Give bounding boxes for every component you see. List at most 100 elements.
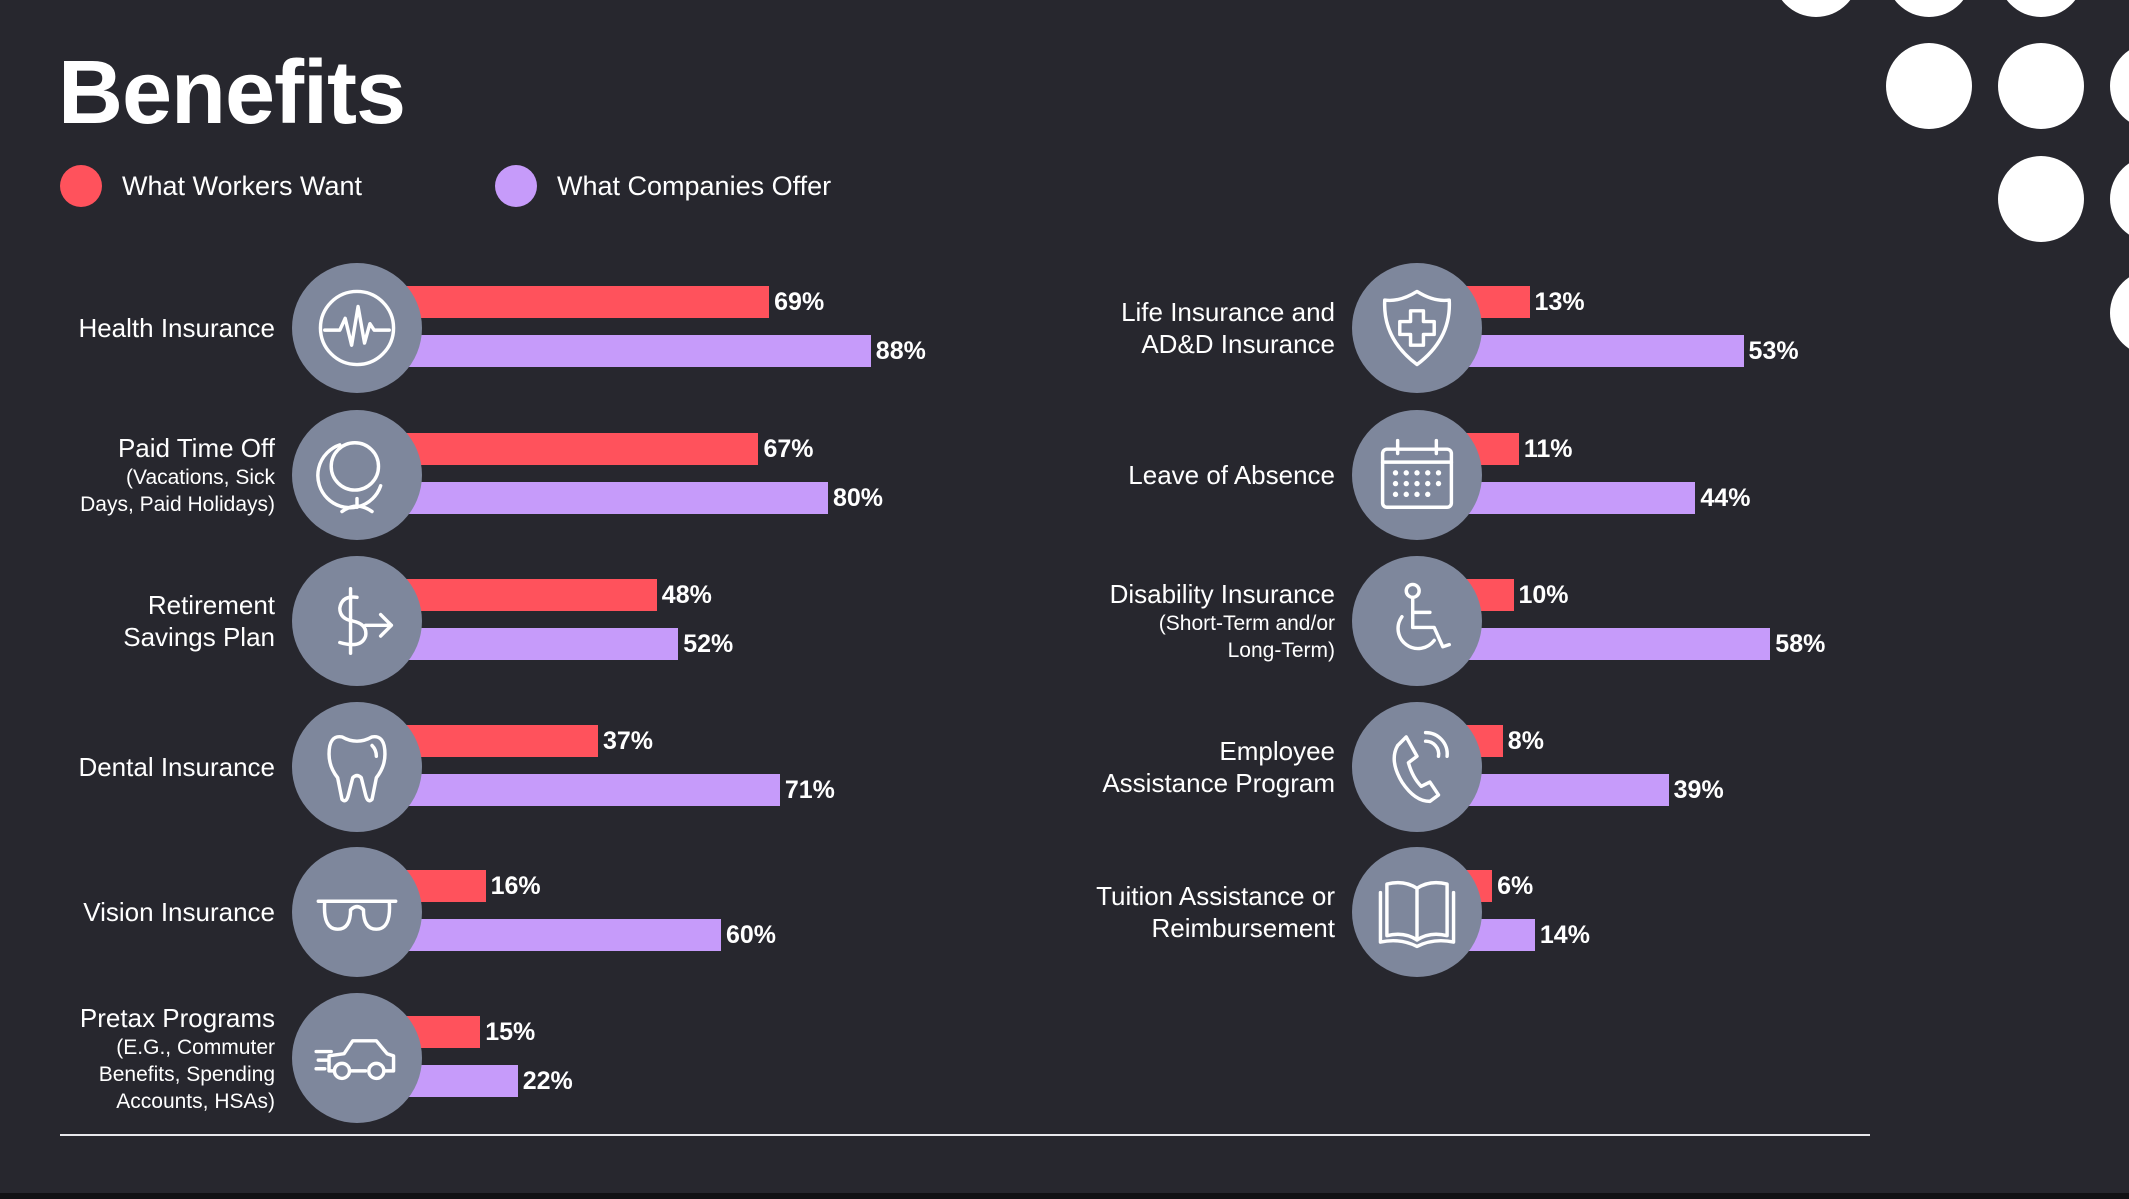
icon-circle [1352,556,1482,686]
value-label-want: 10% [1518,581,1569,609]
value-label-want: 8% [1507,727,1544,755]
decorative-dot [1886,43,1972,129]
shield-cross-icon [1374,285,1460,371]
decorative-dot [2110,156,2129,242]
bar-companies-offer [1460,335,1744,367]
category-name: Employee Assistance Program [1102,736,1335,798]
category-label: Paid Time Off (Vacations, Sick Days, Paid… [80,410,275,540]
value-label-offer: 58% [1775,630,1826,658]
calendar-icon [1374,432,1460,518]
phone-icon [1374,724,1460,810]
decorative-dot [1773,0,1859,17]
value-label-want: 48% [661,581,712,609]
category-label: Pretax Programs (E.G., Commuter Benefits,… [80,993,275,1123]
decorative-dot [1998,156,2084,242]
value-label-offer: 71% [784,776,835,804]
bar-workers-want [400,286,770,318]
icon-circle [292,702,422,832]
bar-workers-want [400,433,759,465]
legend-item-want: What Workers Want [60,164,362,208]
bar-companies-offer [400,628,679,660]
decorative-dot [1998,43,2084,129]
legend-want-label: What Workers Want [122,170,363,201]
category-name: Life Insurance and AD&D Insurance [1121,297,1335,359]
heart-monitor-icon [314,285,400,371]
value-label-offer: 52% [683,630,734,658]
value-label-want: 11% [1523,435,1573,463]
bar-companies-offer [400,774,780,806]
category-label: Tuition Assistance or Reimbursement [1096,847,1335,977]
decorative-dot [2110,43,2129,129]
value-label-offer: 44% [1700,484,1751,512]
globe-icon [314,432,400,518]
category-label: Health Insurance [78,263,275,393]
category-label: Vision Insurance [83,847,275,977]
icon-circle [1352,847,1482,977]
legend-item-offer: What Companies Offer [495,164,831,208]
category-sublabel: (Short-Term and/or Long-Term) [1158,612,1335,662]
legend-offer-dot [495,165,537,207]
divider-line [60,1134,1870,1136]
glasses-icon [314,869,400,955]
value-label-want: 13% [1534,288,1585,316]
decorative-dot [2110,270,2129,356]
icon-circle [1352,702,1482,832]
value-label-offer: 60% [726,921,777,949]
bar-companies-offer [400,482,828,514]
category-label: Employee Assistance Program [1102,702,1335,832]
value-label-want: 15% [485,1018,536,1046]
value-label-offer: 22% [522,1067,573,1095]
value-label-want: 67% [763,435,814,463]
bar-companies-offer [1460,482,1696,514]
bar-companies-offer [400,919,721,951]
category-name: Retirement Savings Plan [123,590,275,652]
page-title: Benefits [58,43,406,143]
icon-circle [292,410,422,540]
category-label: Life Insurance and AD&D Insurance [1121,263,1335,393]
value-label-offer: 14% [1539,921,1590,949]
icon-circle [292,847,422,977]
category-name: Health Insurance [78,313,275,343]
car-icon [314,1015,400,1101]
category-sublabel: (E.G., Commuter Benefits, Spending Accou… [98,1035,275,1113]
bottom-bar [0,1193,2129,1199]
category-name: Vision Insurance [83,897,275,927]
icon-circle [292,556,422,686]
value-label-want: 16% [490,872,541,900]
bar-companies-offer [1460,628,1771,660]
bar-workers-want [400,579,657,611]
value-label-offer: 80% [833,484,884,512]
dollar-arrow-icon [314,578,400,664]
value-label-want: 37% [602,727,653,755]
bar-workers-want [400,725,598,757]
value-label-want: 69% [774,288,825,316]
value-label-offer: 39% [1673,776,1724,804]
category-name: Dental Insurance [78,752,275,782]
bar-companies-offer [400,335,871,367]
value-label-offer: 53% [1748,337,1799,365]
category-name: Leave of Absence [1128,460,1335,490]
category-name: Paid Time Off [117,433,275,463]
category-label: Leave of Absence [1128,410,1335,540]
value-label-want: 6% [1497,872,1534,900]
decorative-dot [1886,0,1972,17]
tooth-icon [314,724,400,810]
decorative-dot [1998,0,2084,17]
category-name: Pretax Programs [79,1002,275,1033]
wheelchair-icon [1374,578,1460,664]
legend-offer-label: What Companies Offer [557,170,832,201]
category-label: Retirement Savings Plan [123,556,275,686]
category-label: Dental Insurance [78,702,275,832]
legend-want-dot [60,165,102,207]
category-sublabel: (Vacations, Sick Days, Paid Holidays) [80,466,275,516]
icon-circle [1352,263,1482,393]
icon-circle [1352,410,1482,540]
icon-circle [292,993,422,1123]
value-label-offer: 88% [875,337,926,365]
icon-circle [292,263,422,393]
category-name: Tuition Assistance or Reimbursement [1096,881,1335,943]
bar-companies-offer [1460,774,1669,806]
category-label: Disability Insurance (Short-Term and/or L… [1110,556,1335,686]
category-name: Disability Insurance [1109,579,1335,609]
book-icon [1374,869,1460,955]
